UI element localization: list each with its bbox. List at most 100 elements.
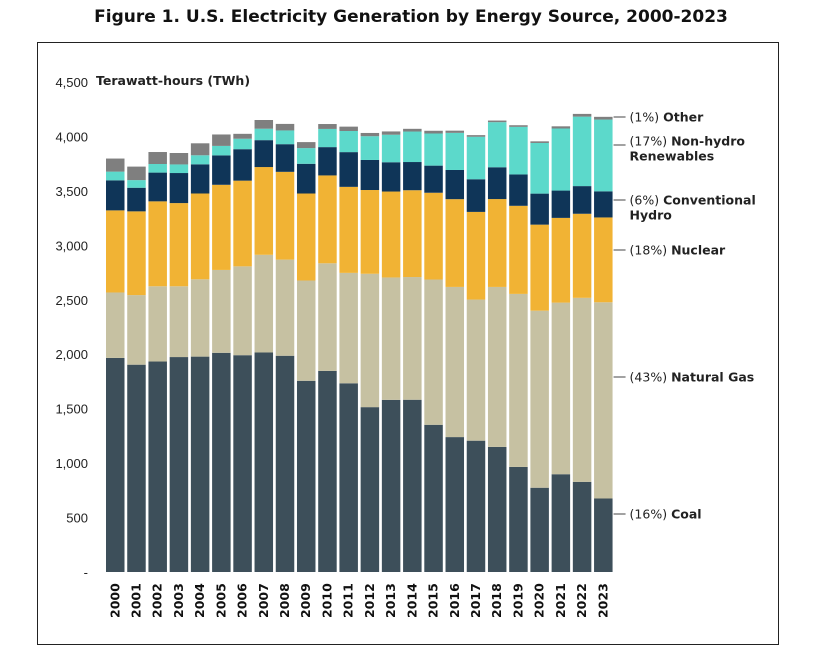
legend: (16%) Coal (43%) Natural Gas (18%) Nuclear… xyxy=(613,110,756,522)
bar-segment-coal xyxy=(148,361,167,572)
bar-segment-natural-gas xyxy=(339,272,358,384)
bar-segment-other xyxy=(339,126,358,131)
bar-segment-non-hydro-renewables xyxy=(403,131,422,163)
bar-segment-coal xyxy=(233,355,252,572)
bar-segment-coal xyxy=(296,380,316,572)
bar-segment-other xyxy=(509,125,528,127)
legend-entry: (17%) Non-hydro Renewables xyxy=(630,134,746,164)
bar-segment-non-hydro-renewables xyxy=(169,164,189,174)
bar-segment-coal xyxy=(594,498,613,572)
bar-segment-other xyxy=(106,158,125,172)
bar-segment-coal xyxy=(190,356,210,572)
bar-segment-other xyxy=(530,141,549,143)
bar-segment-natural-gas xyxy=(360,273,380,408)
bar-segment-natural-gas xyxy=(445,286,465,438)
x-tick-label: 2022 xyxy=(574,583,589,618)
bar-segment-nuclear xyxy=(509,205,528,294)
bar-segment-natural-gas xyxy=(509,293,528,467)
x-tick-label: 2014 xyxy=(404,583,419,618)
x-tick-label: 2018 xyxy=(489,583,504,618)
bar-segment-non-hydro-renewables xyxy=(594,119,613,192)
bar-segment-conventional-hydro xyxy=(169,173,189,204)
bar-segment-other xyxy=(424,130,443,134)
y-tick-label: 3,500 xyxy=(55,184,88,199)
bar-segment-non-hydro-renewables xyxy=(212,145,231,156)
bar-segment-nuclear xyxy=(169,203,189,287)
bar-segment-conventional-hydro xyxy=(445,169,465,200)
y-tick-label: 2,500 xyxy=(55,293,88,308)
bar-segment-nuclear xyxy=(530,224,549,311)
bar-segment-natural-gas xyxy=(424,279,443,425)
bar-segment-natural-gas xyxy=(530,310,549,488)
x-tick-label: 2000 xyxy=(107,583,122,618)
x-tick-label: 2006 xyxy=(235,583,250,618)
bar-segment-other xyxy=(212,134,231,146)
bar-segment-natural-gas xyxy=(148,286,167,362)
bar-segment-nuclear xyxy=(551,217,571,303)
bar-segment-coal xyxy=(169,357,189,572)
bar-segment-nuclear xyxy=(572,213,592,298)
bar-segment-natural-gas xyxy=(594,302,613,499)
bar-segment-conventional-hydro xyxy=(275,144,295,172)
bar-segment-nuclear xyxy=(466,211,486,300)
bar-segment-conventional-hydro xyxy=(318,147,337,176)
bar-segment-conventional-hydro xyxy=(466,179,486,212)
bar-segment-other xyxy=(381,131,401,135)
bar-segment-natural-gas xyxy=(233,266,252,356)
x-tick-label: 2003 xyxy=(171,583,186,618)
x-tick-label: 2015 xyxy=(426,583,441,618)
bar-segment-non-hydro-renewables xyxy=(148,163,167,173)
bar-segment-other xyxy=(466,135,486,137)
bar-segment-other xyxy=(148,152,167,164)
bar-segment-conventional-hydro xyxy=(148,172,167,202)
bar-segment-conventional-hydro xyxy=(594,191,613,218)
bar-segment-conventional-hydro xyxy=(360,159,380,191)
bar-segment-conventional-hydro xyxy=(424,165,443,193)
bar-segment-other xyxy=(233,133,252,139)
y-axis: - 500 1,000 1,500 2,000 2,500 3,000 3,500 4,000 4… xyxy=(55,75,88,580)
chart-title: Figure 1. U.S. Electricity Generation by… xyxy=(94,7,728,27)
y-tick-label: 4,000 xyxy=(55,129,88,144)
bar-segment-other xyxy=(190,143,210,156)
bar-segment-non-hydro-renewables xyxy=(487,122,507,168)
x-tick-label: 2005 xyxy=(213,583,228,618)
y-tick-label: - xyxy=(84,565,88,580)
bar-segment-conventional-hydro xyxy=(381,162,401,192)
bar-segment-nuclear xyxy=(318,175,337,264)
bar-segment-natural-gas xyxy=(127,295,146,365)
bar-segment-coal xyxy=(360,407,380,572)
bar-segment-non-hydro-renewables xyxy=(190,155,210,165)
y-tick-label: 4,500 xyxy=(55,75,88,90)
bar-segment-conventional-hydro xyxy=(530,193,549,225)
bar-segment-natural-gas xyxy=(381,277,401,400)
bar-segment-non-hydro-renewables xyxy=(381,134,401,163)
bar-segment-non-hydro-renewables xyxy=(254,128,274,141)
legend-entry: (6%) Conventional Hydro xyxy=(630,193,756,223)
bar-segment-other xyxy=(403,128,422,132)
x-tick-label: 2017 xyxy=(468,583,483,618)
bar-segment-other xyxy=(254,120,274,129)
bar-segment-conventional-hydro xyxy=(127,187,146,212)
bar-segment-natural-gas xyxy=(551,302,571,475)
bar-segment-coal xyxy=(551,474,571,572)
bar-segment-non-hydro-renewables xyxy=(296,148,316,164)
bar-segment-coal xyxy=(106,357,125,572)
bar-segment-conventional-hydro xyxy=(296,163,316,194)
bar-segment-natural-gas xyxy=(106,292,125,358)
x-tick-label: 2013 xyxy=(383,583,398,618)
x-tick-label: 2002 xyxy=(150,583,165,618)
bar-segment-other xyxy=(169,153,189,165)
bar-segment-nuclear xyxy=(424,192,443,280)
bar-segment-natural-gas xyxy=(169,286,189,358)
bar-segment-conventional-hydro xyxy=(339,152,358,187)
bar-segment-natural-gas xyxy=(572,297,592,482)
bar-segment-non-hydro-renewables xyxy=(233,138,252,150)
bar-segment-non-hydro-renewables xyxy=(509,126,528,175)
chart-frame xyxy=(37,42,779,645)
bar-segment-coal xyxy=(424,424,443,572)
bar-segment-natural-gas xyxy=(466,299,486,441)
bar-segment-natural-gas xyxy=(318,263,337,371)
bar-segment-non-hydro-renewables xyxy=(466,136,486,180)
bar-segment-non-hydro-renewables xyxy=(318,128,337,148)
